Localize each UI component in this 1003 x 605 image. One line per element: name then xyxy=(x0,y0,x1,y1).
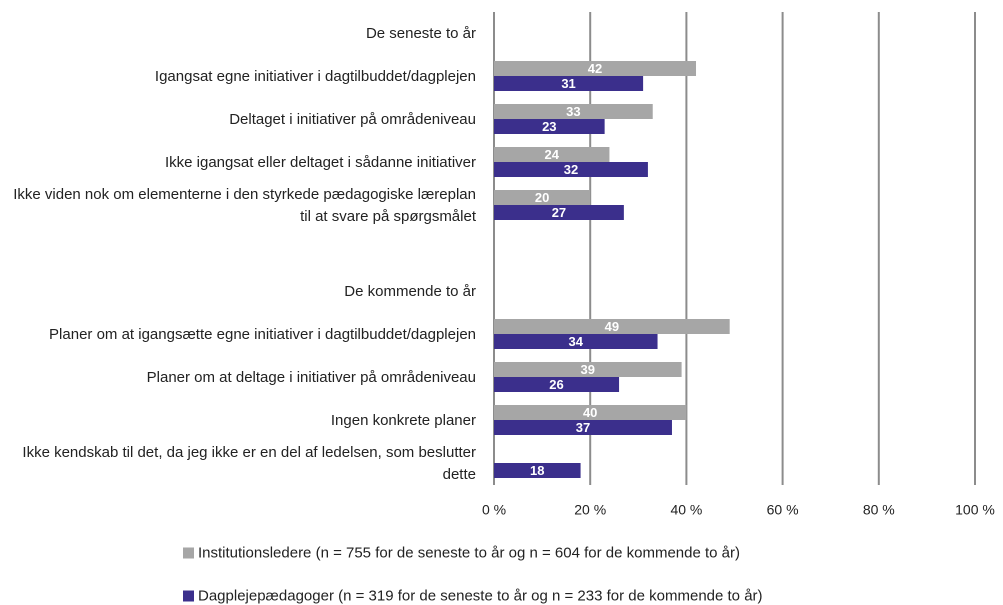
data-label: 37 xyxy=(576,420,590,435)
legend-entry: Dagplejepædagoger (n = 319 for de senest… xyxy=(183,588,763,605)
data-label: 34 xyxy=(569,334,584,349)
legend-label: Institutionsledere (n = 755 for de senes… xyxy=(198,544,740,562)
bar xyxy=(494,104,653,119)
data-label: 24 xyxy=(544,147,559,162)
data-label: 23 xyxy=(542,119,556,134)
bar xyxy=(494,119,605,134)
x-tick-label: 0 % xyxy=(482,502,506,518)
x-tick-label: 100 % xyxy=(955,502,995,518)
bar xyxy=(494,76,644,91)
data-label: 42 xyxy=(588,61,602,76)
data-label: 20 xyxy=(535,190,549,205)
bar xyxy=(494,147,610,162)
category-label: Planer om at deltage i initiativer på om… xyxy=(146,368,476,386)
category-label: Igangsat egne initiativer i dagtilbuddet… xyxy=(154,67,476,85)
category-label: Ingen konkrete planer xyxy=(330,411,476,429)
bar xyxy=(494,190,591,205)
data-label: 27 xyxy=(552,205,566,220)
bar xyxy=(494,362,682,377)
bar xyxy=(494,463,581,478)
bar xyxy=(494,205,624,220)
x-tick-label: 20 % xyxy=(574,502,606,518)
x-tick-label: 80 % xyxy=(863,502,895,518)
legend-entry: Institutionsledere (n = 755 for de senes… xyxy=(183,545,740,562)
bar xyxy=(494,420,672,435)
bar xyxy=(494,61,697,76)
bar xyxy=(494,319,730,334)
data-label: 33 xyxy=(566,104,580,119)
data-label: 49 xyxy=(605,319,619,334)
category-label: Ikke igangsat eller deltaget i sådanne i… xyxy=(164,153,476,171)
bar xyxy=(494,377,620,392)
legend-swatch xyxy=(183,590,194,602)
x-tick-label: 40 % xyxy=(670,502,702,518)
category-label: Ikke viden nok om elementerne i den styr… xyxy=(13,185,476,225)
data-label: 40 xyxy=(583,405,597,420)
data-label: 18 xyxy=(530,463,544,478)
data-label: 26 xyxy=(549,377,563,392)
category-label: De seneste to år xyxy=(365,24,476,42)
bar xyxy=(494,334,658,349)
bar xyxy=(494,162,648,177)
x-tick-label: 60 % xyxy=(767,502,799,518)
bar xyxy=(494,405,687,420)
data-label: 32 xyxy=(564,162,578,177)
data-label: 31 xyxy=(561,76,575,91)
category-label: Planer om at igangsætte egne initiativer… xyxy=(49,325,476,343)
category-label: Ikke kendskab til det, da jeg ikke er en… xyxy=(22,443,476,483)
legend-swatch xyxy=(183,547,194,559)
category-label: Deltaget i initiativer på områdeniveau xyxy=(229,110,476,128)
legend-label: Dagplejepædagoger (n = 319 for de senest… xyxy=(198,587,763,605)
data-label: 39 xyxy=(581,362,595,377)
category-label: De kommende to år xyxy=(344,282,476,300)
